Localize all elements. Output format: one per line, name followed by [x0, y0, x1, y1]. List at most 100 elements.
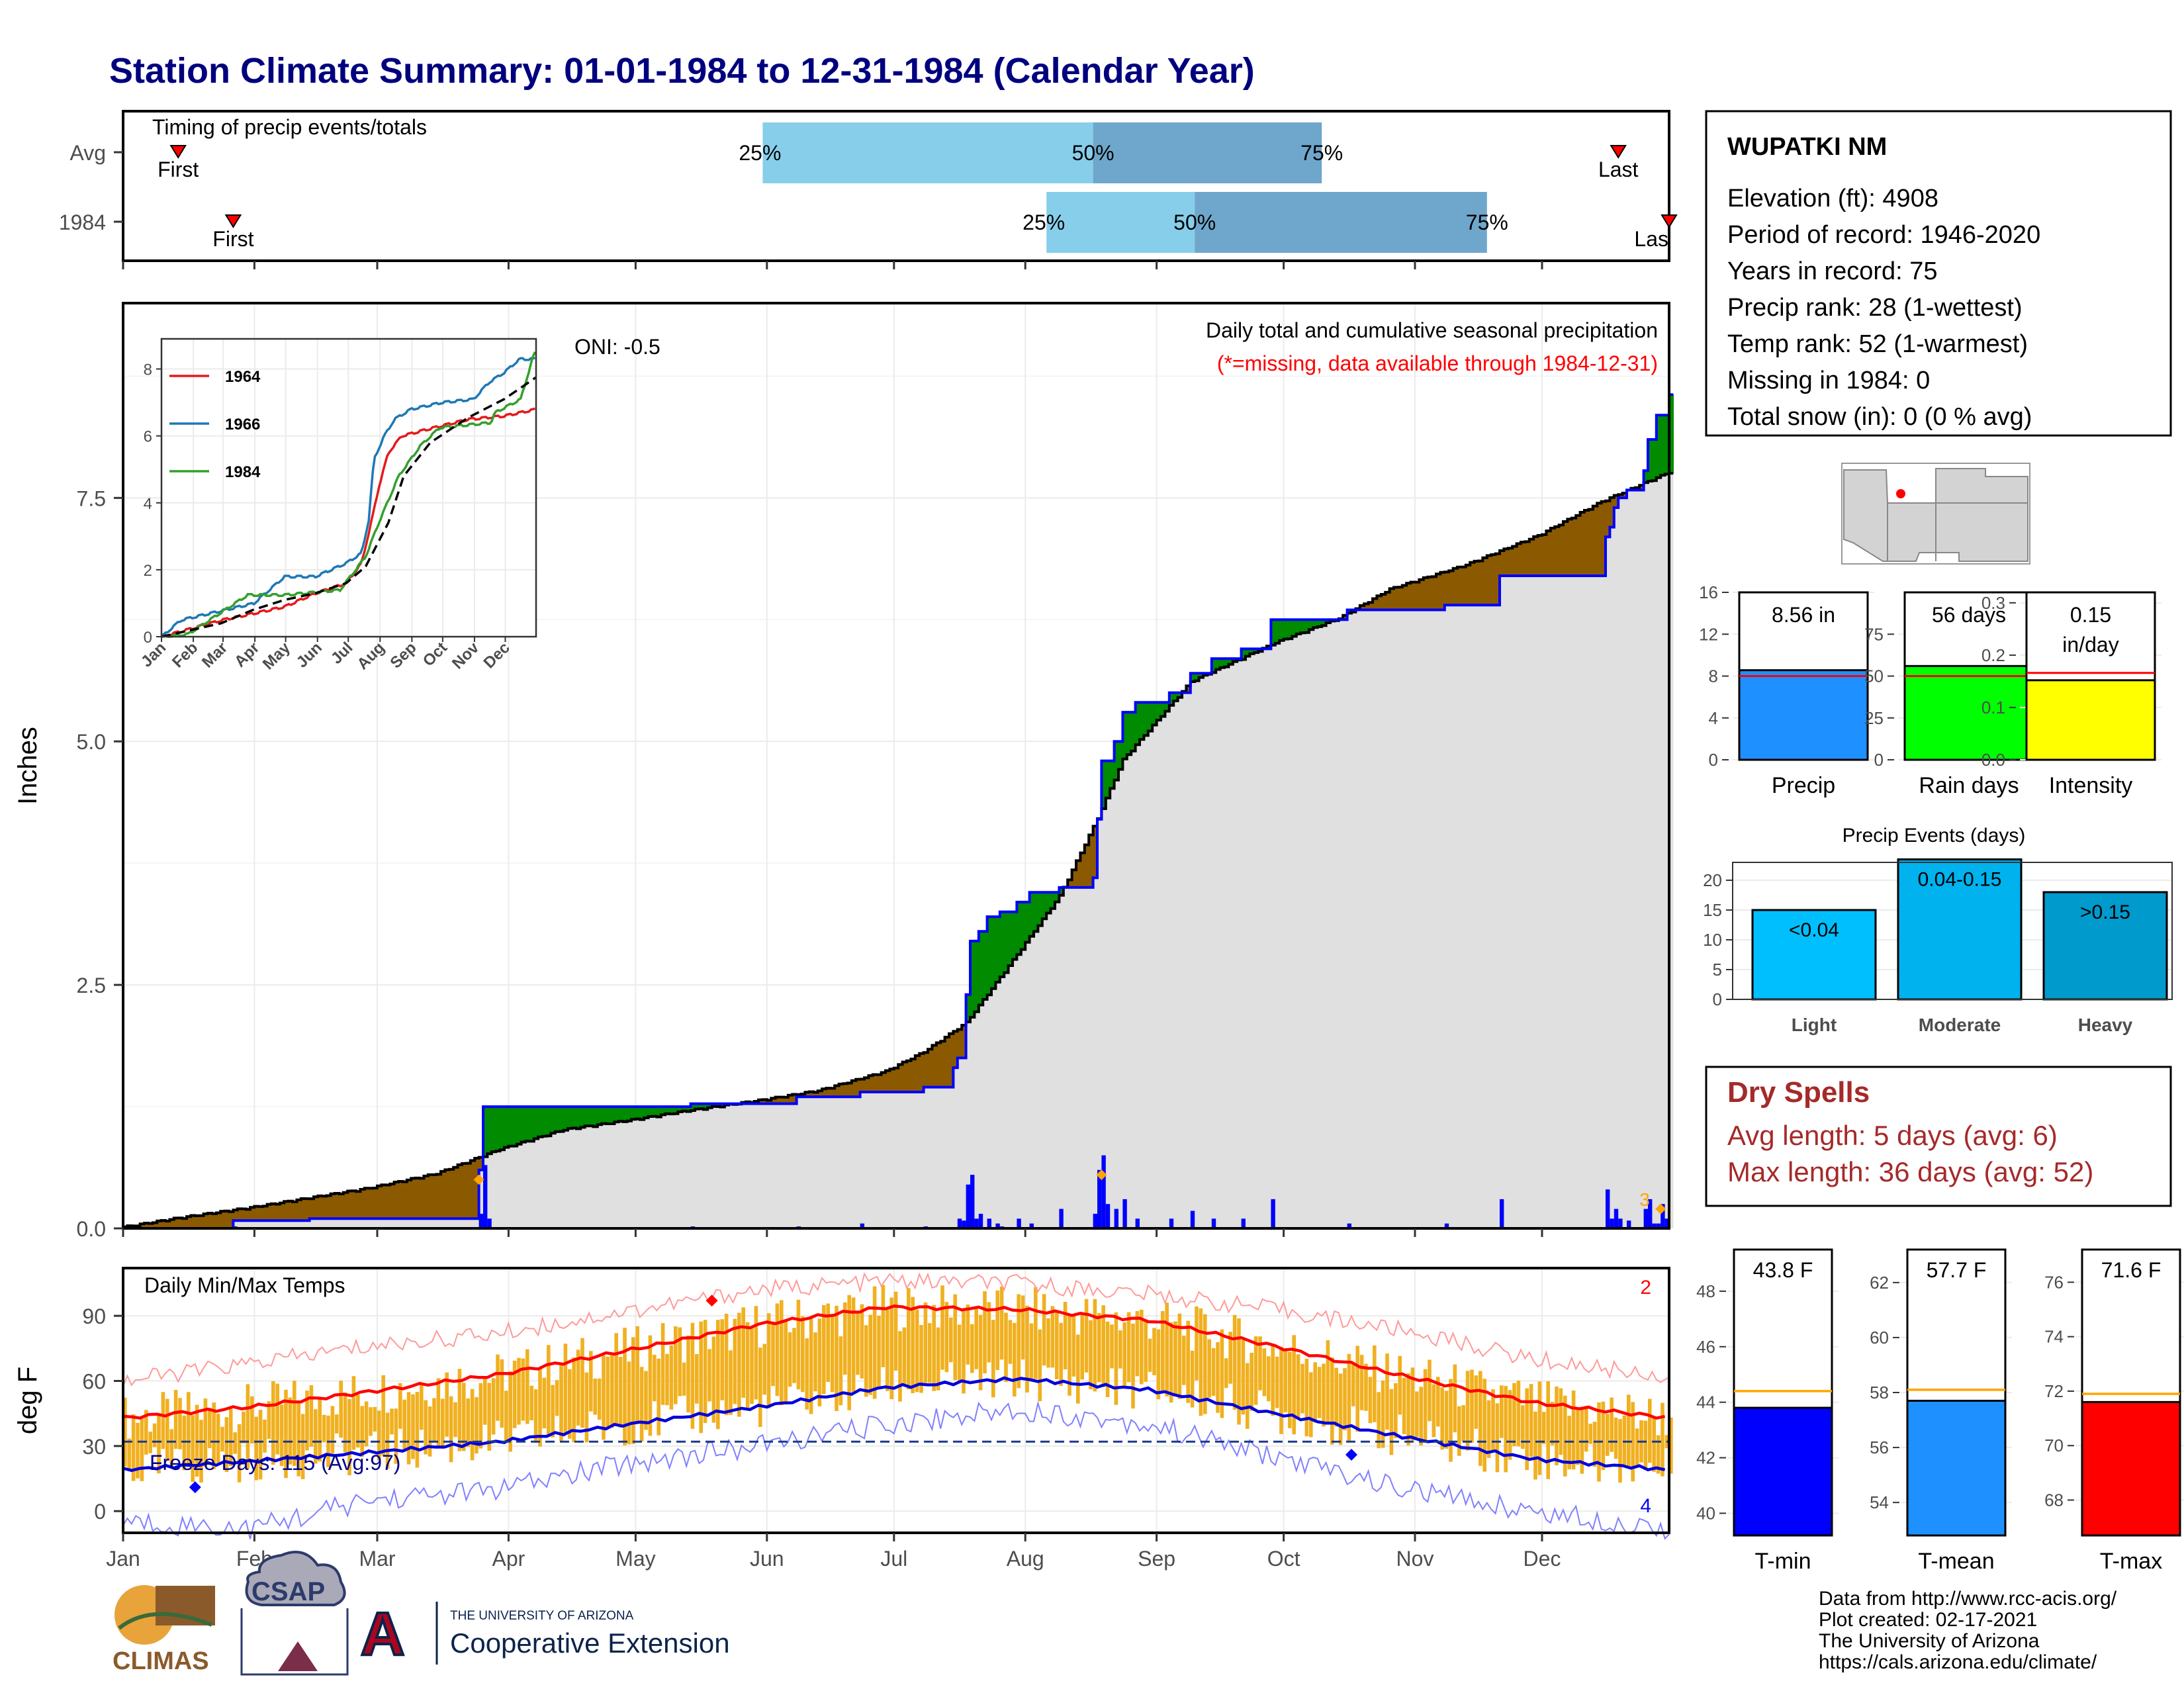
temp-summary-bars: 43.8 F 40 42 44 46 48 T-min 57.7 F 54 56 58 60 62 T-m… — [1696, 1248, 2184, 1574]
summary-bar-value: 0.15 — [2070, 603, 2111, 627]
summary-bar-value-unit: in/day — [2062, 633, 2118, 657]
temp-summary-bar — [1733, 1406, 1833, 1537]
events-ytick-label: 15 — [1703, 900, 1722, 920]
daily-precip-bar — [1169, 1218, 1174, 1228]
temp-title: Daily Min/Max Temps — [144, 1273, 345, 1297]
station-frame — [1705, 110, 2172, 437]
daily-precip-bar — [1241, 1218, 1246, 1228]
temp-record-marker — [705, 1295, 718, 1307]
month-label: Jan — [106, 1547, 140, 1571]
footer-line: The University of Arizona — [1819, 1630, 2040, 1652]
temp-grid — [122, 1268, 1669, 1533]
ua-logo-top: THE UNIVERSITY OF ARIZONA — [450, 1609, 634, 1623]
temp-summary-ytick-label: 62 — [1870, 1273, 1889, 1293]
precip-deficit-area — [123, 485, 1645, 1228]
daily-precip-bar — [1101, 1155, 1106, 1228]
csap-logo-text: CSAP — [251, 1577, 325, 1606]
temp-summary-ytick-label: 40 — [1696, 1503, 1715, 1523]
month-label: Sep — [1138, 1547, 1175, 1571]
daily-precip-bar — [1652, 1223, 1657, 1228]
events-bar — [1897, 858, 2023, 1001]
temp-summary-value: 71.6 F — [2101, 1258, 2161, 1282]
temp-count-top: 2 — [1640, 1277, 1651, 1299]
daily-precip-bar — [987, 1218, 991, 1228]
events-ytick-label: 5 — [1713, 960, 1722, 980]
summary-ytick-label: 8 — [1709, 666, 1718, 686]
temp-summary-value: 57.7 F — [1927, 1258, 1987, 1282]
month-label: Jul — [880, 1547, 907, 1571]
summary-ytick-label: 50 — [1864, 666, 1884, 686]
daily-precip-bar — [1618, 1218, 1623, 1228]
map-borders — [1887, 502, 2028, 561]
precip-frame — [122, 302, 1670, 1230]
inset-legend-label: 1966 — [225, 416, 260, 434]
footer-line: https://cals.arizona.edu/climate/ — [1819, 1651, 2097, 1673]
missing-note: (*=missing, data available through 1984-… — [1217, 351, 1658, 375]
daily-precip-bar — [1029, 1223, 1034, 1228]
precip-caption: Daily total and cumulative seasonal prec… — [1206, 318, 1658, 342]
precip-ylabel: Inches — [13, 727, 42, 805]
timing-q75-label: 75% — [1466, 210, 1508, 234]
daily-precip-bar — [1643, 1209, 1648, 1228]
temp-summary-ytick-label: 48 — [1696, 1281, 1715, 1301]
events-bar-label: 0.04-0.15 — [1918, 869, 2002, 891]
daily-precip-bar — [957, 1218, 962, 1228]
temp-summary-ytick-label: 76 — [2044, 1272, 2064, 1292]
avg-max-line — [122, 1304, 1666, 1420]
summary-bar — [1738, 669, 1869, 761]
timing-q25-label: 25% — [1023, 210, 1065, 234]
daily-precip-bar — [1122, 1199, 1127, 1228]
station-line: Missing in 1984: 0 — [1727, 367, 1930, 394]
temp-panel: 0 30 60 90 Daily Min/Max Temps Freeze Days:… — [13, 1267, 1673, 1571]
month-label: Apr — [492, 1547, 525, 1571]
station-location-marker — [1896, 489, 1905, 498]
daily-precip-bar — [1093, 1213, 1097, 1228]
month-label: Oct — [1267, 1547, 1300, 1571]
events-ytick-label: 0 — [1713, 989, 1722, 1009]
inset-ytick-label: 6 — [144, 428, 152, 446]
timing-first-marker — [224, 214, 242, 228]
daily-precip-bar — [1271, 1199, 1275, 1228]
summary-bar-label: Rain days — [1919, 773, 2019, 798]
precip-base-area — [123, 473, 1674, 1228]
timing-first-label: First — [158, 158, 199, 181]
daily-precip-bar — [1648, 1199, 1653, 1228]
station-line: Years in record: 75 — [1727, 257, 1938, 285]
temp-summary-bar — [2081, 1400, 2181, 1537]
temp-ytick-label: 90 — [82, 1304, 106, 1328]
ua-logo-letter: A — [361, 1600, 404, 1668]
temp-plot — [122, 1272, 1673, 1540]
month-label: Mar — [359, 1547, 395, 1571]
summary-ytick-label: 12 — [1699, 624, 1718, 644]
timing-bar-q50-q75 — [1195, 192, 1487, 253]
csap-logo-cloud — [245, 1551, 346, 1606]
timing-bar-q25-q50 — [762, 122, 1093, 183]
precip-plot — [123, 393, 1674, 1230]
summary-ytick-label: 0.2 — [1981, 645, 2005, 665]
timing-last-marker — [1610, 145, 1627, 159]
temp-summary-ytick-label: 44 — [1696, 1393, 1715, 1412]
events-title: Precip Events (days) — [1843, 825, 2026, 846]
temp-ytick-label: 60 — [82, 1369, 106, 1393]
csap-logo-mountain — [278, 1641, 318, 1671]
climas-logo-swoosh — [118, 1612, 213, 1630]
daily-precip-bar — [1606, 1189, 1610, 1228]
summary-ytick-label: 4 — [1709, 708, 1718, 728]
daily-precip-bar — [995, 1223, 1000, 1228]
timing-row-label: 1984 — [59, 210, 106, 234]
temp-ytick-label: 30 — [82, 1435, 106, 1459]
temp-summary-ytick-label: 54 — [1870, 1492, 1889, 1512]
month-label: Aug — [1007, 1547, 1044, 1571]
events-bar — [2042, 891, 2168, 1001]
station-line: Temp rank: 52 (1-warmest) — [1727, 330, 2028, 358]
locator-map — [1841, 463, 2030, 565]
summary-bar-value: 56 days — [1932, 603, 2006, 627]
summary-bar-label: Precip — [1772, 773, 1835, 798]
timing-q50-label: 50% — [1072, 141, 1115, 165]
timing-bar-q25-q50 — [1046, 192, 1195, 253]
precip-ytick-label: 7.5 — [77, 486, 106, 510]
station-line: Period of record: 1946-2020 — [1727, 221, 2040, 249]
temp-summary-label: T-max — [2100, 1549, 2162, 1574]
temp-summary-label: T-min — [1755, 1549, 1811, 1574]
summary-ytick-label: 0 — [1874, 750, 1884, 770]
